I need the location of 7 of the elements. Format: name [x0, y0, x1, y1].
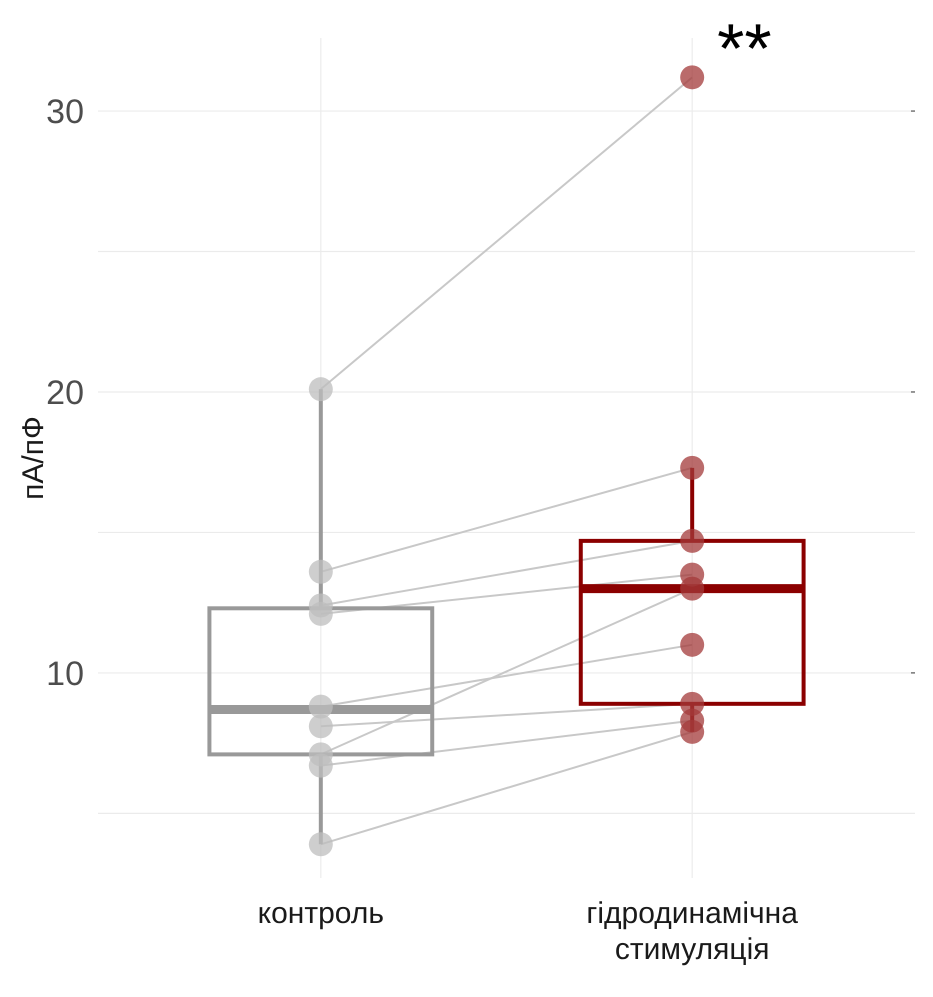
y-axis-title: пА/пФ: [17, 416, 50, 500]
annotation: **: [717, 9, 772, 88]
x-tick-label: контроль: [258, 897, 384, 930]
y-tick-label: 20: [46, 374, 84, 412]
y-tick-label: 30: [46, 92, 84, 131]
x-tick-label: гідродинамічна стимуляція: [586, 897, 798, 966]
y-tick-label: 10: [46, 654, 84, 693]
